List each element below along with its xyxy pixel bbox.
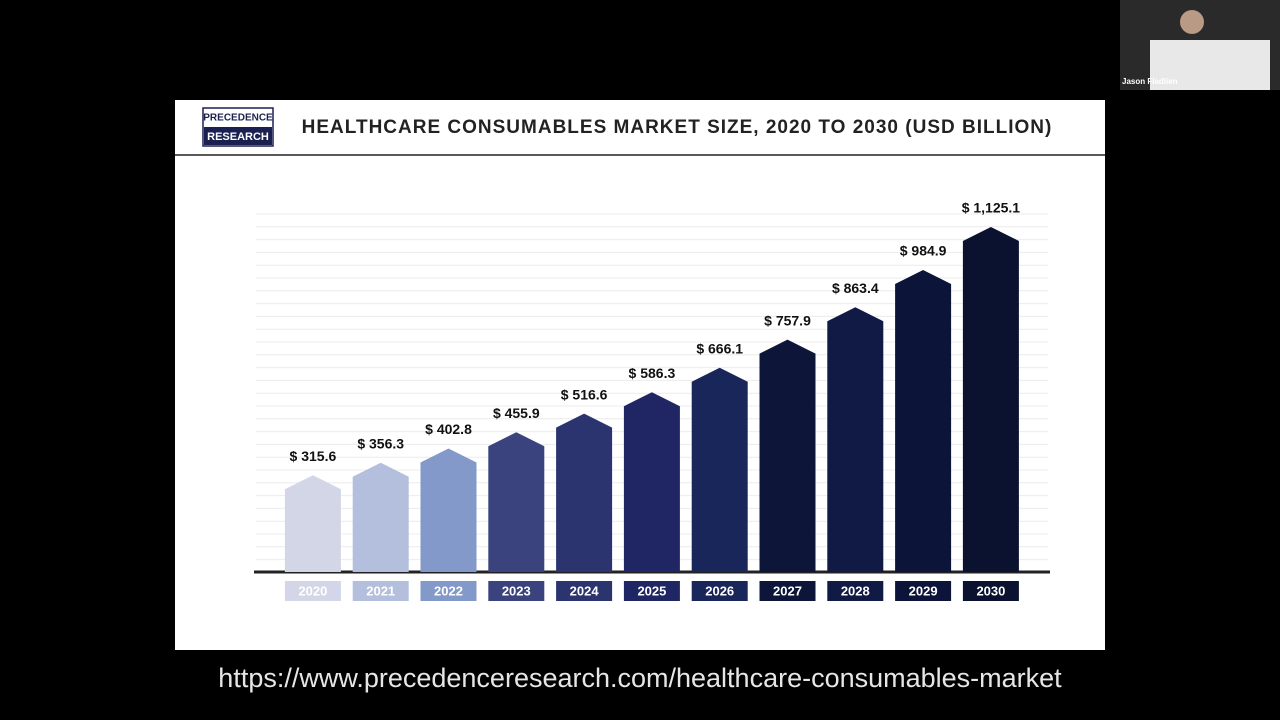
chart-title: HEALTHCARE CONSUMABLES MARKET SIZE, 2020… xyxy=(302,117,1053,138)
category-box xyxy=(691,581,748,601)
bar xyxy=(691,367,748,572)
bar xyxy=(556,413,613,572)
value-label: $ 1,125.1 xyxy=(962,200,1021,216)
value-label: $ 315.6 xyxy=(290,448,337,464)
x-tick-label: 2021 xyxy=(366,583,395,598)
x-tick-label: 2023 xyxy=(502,583,531,598)
category-box xyxy=(759,581,816,601)
category-box xyxy=(284,581,341,601)
value-label: $ 516.6 xyxy=(561,386,608,402)
bar xyxy=(488,432,545,572)
x-tick-label: 2029 xyxy=(909,583,938,598)
value-label: $ 356.3 xyxy=(357,435,404,451)
webcam-figure xyxy=(1150,40,1270,90)
category-box xyxy=(623,581,680,601)
source-url: https://www.precedenceresearch.com/healt… xyxy=(218,663,1062,693)
x-tick-label: 2024 xyxy=(570,583,600,598)
value-label: $ 402.8 xyxy=(425,421,472,437)
bar xyxy=(420,448,477,572)
x-tick-label: 2022 xyxy=(434,583,463,598)
category-box xyxy=(556,581,613,601)
logo-band xyxy=(204,127,272,145)
x-tick-label: 2026 xyxy=(705,583,734,598)
category-box xyxy=(488,581,545,601)
webcam-head xyxy=(1180,10,1204,34)
bar xyxy=(895,269,952,572)
bar xyxy=(352,462,409,572)
bar xyxy=(759,339,816,572)
logo-text: PRECEDENCE xyxy=(203,113,273,124)
bar xyxy=(827,307,884,572)
x-tick-label: 2020 xyxy=(298,583,327,598)
x-tick-label: 2027 xyxy=(773,583,802,598)
value-label: $ 455.9 xyxy=(493,405,540,421)
value-label: $ 666.1 xyxy=(696,340,743,356)
bar xyxy=(962,226,1019,572)
category-box xyxy=(827,581,884,601)
category-box xyxy=(895,581,952,601)
category-box xyxy=(420,581,477,601)
value-label: $ 757.9 xyxy=(764,312,811,328)
category-box xyxy=(352,581,409,601)
x-tick-label: 2028 xyxy=(841,583,870,598)
value-label: $ 984.9 xyxy=(900,243,947,259)
bar xyxy=(284,475,341,572)
value-label: $ 586.3 xyxy=(629,365,676,381)
logo-text: RESEARCH xyxy=(207,131,269,143)
category-box xyxy=(962,581,1019,601)
x-tick-label: 2030 xyxy=(976,583,1005,598)
x-tick-label: 2025 xyxy=(637,583,666,598)
presenter-name: Jason Fladlien xyxy=(1122,77,1178,86)
value-label: $ 863.4 xyxy=(832,280,879,296)
bar xyxy=(623,392,680,572)
